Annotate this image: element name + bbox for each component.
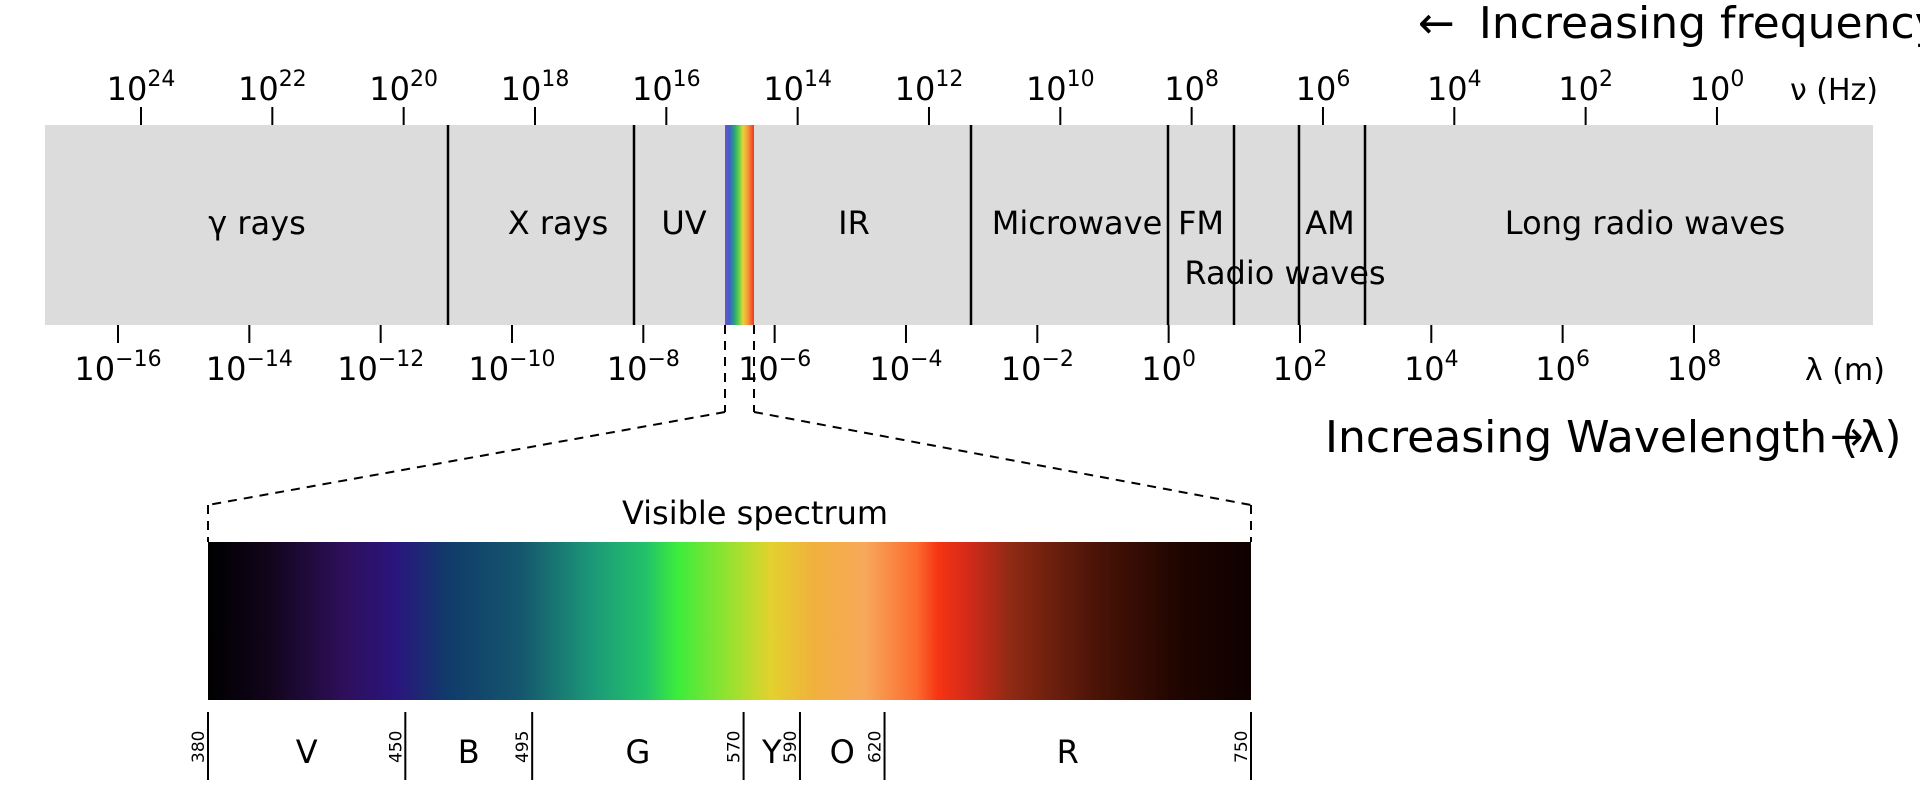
- visible-color-label: G: [625, 733, 650, 771]
- visible-spectrum-bar: [208, 542, 1251, 700]
- visible-wavelength-scale: 380 450 495 570 590 620 750 V B G Y O R: [189, 712, 1252, 780]
- visible-color-label: R: [1057, 733, 1079, 771]
- frequency-tick-label: 1014: [763, 67, 832, 108]
- frequency-tick-label: 1022: [238, 67, 307, 108]
- frequency-direction-label: ← Increasing frequency: [1418, 0, 1920, 49]
- visible-boundary-label: 380: [189, 731, 209, 763]
- frequency-tick-label: 102: [1558, 67, 1613, 108]
- wavelength-tick-label: 10−14: [206, 347, 293, 388]
- spectrum-band: [45, 125, 1873, 325]
- wavelength-unit-label: λ (m): [1805, 353, 1885, 388]
- visible-boundary-label: 570: [725, 731, 745, 763]
- visible-color-label: V: [296, 733, 318, 771]
- frequency-tick-label: 1012: [895, 67, 964, 108]
- wavelength-tick-label: 10−8: [607, 347, 680, 388]
- wavelength-tick-label: 10−12: [337, 347, 424, 388]
- visible-spectrum-title: Visible spectrum: [622, 494, 888, 532]
- frequency-tick-label: 104: [1427, 67, 1482, 108]
- wavelength-arrow-glyph: →: [1830, 414, 1864, 460]
- frequency-tick-label: 1016: [632, 67, 701, 108]
- frequency-tick-label: 1020: [369, 67, 438, 108]
- wavelength-tick-label: 10−16: [74, 347, 161, 388]
- band-gamma-rays: γ rays: [208, 204, 305, 242]
- wavelength-tick-label: 10−4: [869, 347, 942, 388]
- band-dividers: [446, 125, 1367, 325]
- wavelength-tick-label: 10−10: [468, 347, 555, 388]
- frequency-tick-label: 1018: [501, 67, 570, 108]
- visible-boundary-label: 590: [781, 731, 801, 763]
- wavelength-tick-label: 100: [1141, 347, 1196, 388]
- frequency-tick-label: 108: [1164, 67, 1219, 108]
- wavelength-direction-label: Increasing Wavelength (λ): [1325, 412, 1902, 463]
- frequency-tick-label: 106: [1296, 67, 1351, 108]
- band-microwave: Microwave: [992, 204, 1163, 242]
- wavelength-tick-label: 106: [1535, 347, 1590, 388]
- band-x-rays: X rays: [508, 204, 608, 242]
- frequency-tick-label: 100: [1690, 67, 1745, 108]
- frequency-tick-label: 1024: [107, 67, 176, 108]
- band-uv: UV: [661, 204, 706, 242]
- visible-boundary-label: 495: [513, 731, 533, 763]
- visible-boundary-label: 450: [386, 731, 406, 763]
- visible-color-label: O: [830, 733, 855, 771]
- band-radio-waves: Radio waves: [1184, 254, 1385, 292]
- wavelength-tick-label: 10−2: [1001, 347, 1074, 388]
- wavelength-axis: 10−16 10−14 10−12 10−10 10−8 10−6 10−4 10−2 100 1…: [74, 325, 1721, 388]
- wavelength-tick-label: 10−6: [738, 347, 811, 388]
- visible-boundary-label: 620: [866, 731, 886, 763]
- frequency-unit-label: ν (Hz): [1790, 73, 1878, 108]
- visible-strip: [725, 125, 754, 325]
- band-fm: FM: [1178, 204, 1224, 242]
- frequency-tick-label: 1010: [1026, 67, 1095, 108]
- frequency-axis: 1024 1022 1020 1018 1016 1014 1012 1010 108 106 10…: [107, 67, 1745, 125]
- visible-color-label: B: [458, 733, 480, 771]
- band-ir: IR: [838, 204, 870, 242]
- zoom-guides: [207, 325, 1252, 542]
- band-am: AM: [1305, 204, 1355, 242]
- visible-boundary-label: 750: [1232, 731, 1252, 763]
- visible-color-label: Y: [761, 733, 782, 771]
- wavelength-tick-label: 102: [1273, 347, 1328, 388]
- band-long-radio-waves: Long radio waves: [1505, 204, 1785, 242]
- wavelength-tick-label: 108: [1667, 347, 1722, 388]
- wavelength-tick-label: 104: [1404, 347, 1459, 388]
